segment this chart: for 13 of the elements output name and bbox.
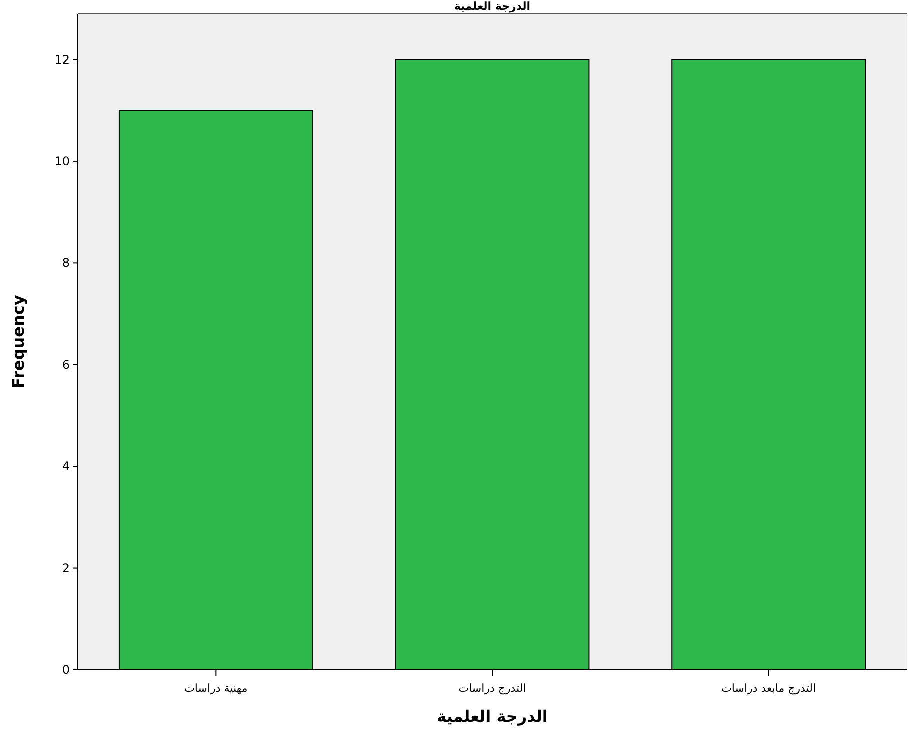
y-tick-label: 8 (62, 256, 70, 270)
y-tick-label: 10 (54, 154, 70, 168)
y-tick-label: 4 (62, 460, 70, 474)
x-tick-label: مهنية دراسات (184, 682, 248, 695)
y-tick-label: 12 (54, 52, 70, 67)
y-axis-title: Frequency (9, 294, 28, 389)
x-axis-title: الدرجة العلمية (437, 707, 548, 726)
y-tick-label: 0 (62, 663, 70, 677)
y-tick-label: 6 (62, 358, 70, 372)
chart-title: الدرجة العلمية (454, 0, 531, 13)
x-tick-label: التدرج مابعد دراسات (722, 682, 816, 695)
x-tick-label: التدرج دراسات (458, 682, 526, 695)
y-tick-label: 2 (62, 561, 70, 576)
